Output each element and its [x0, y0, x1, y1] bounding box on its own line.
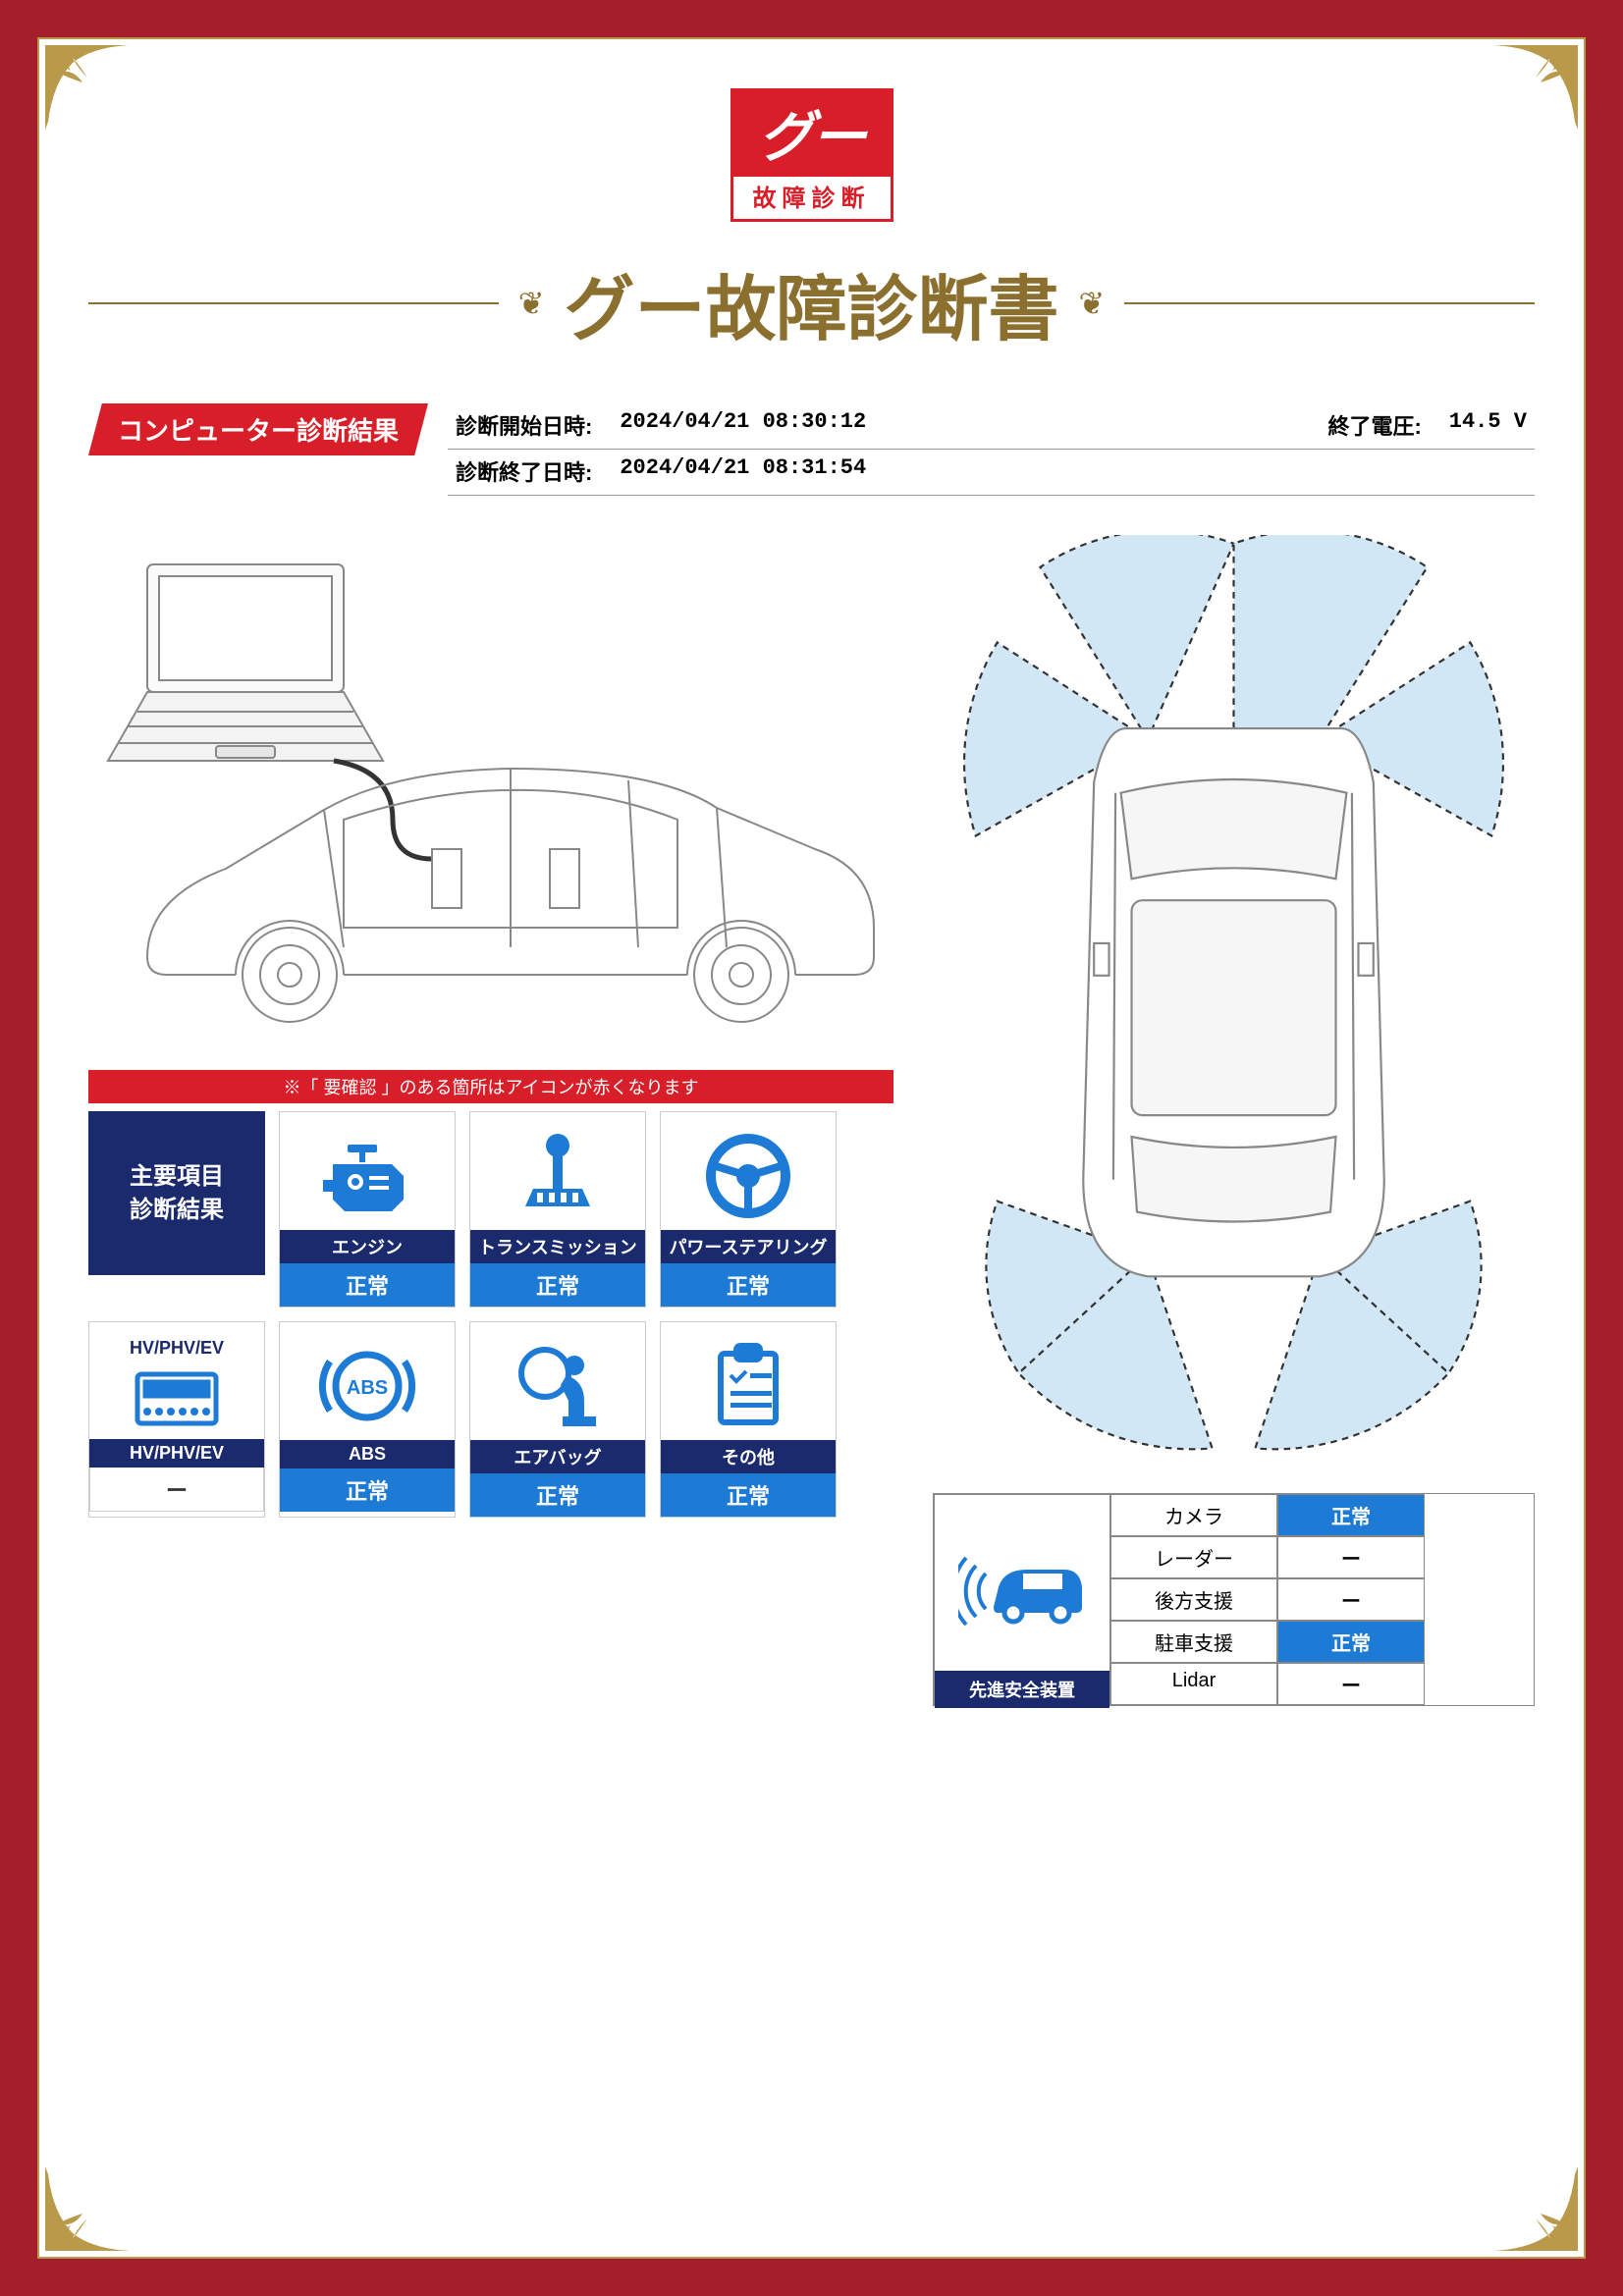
title-row: ❦ グー故障診断書 ❦ [88, 251, 1535, 354]
start-value: 2024/04/21 08:30:12 [620, 409, 866, 441]
steering-icon [704, 1122, 792, 1230]
card-label: その他 [661, 1440, 836, 1473]
corner-ornament-icon [43, 2164, 132, 2253]
logo-subtitle: 故障診断 [733, 177, 891, 219]
section-header: コンピューター診断結果 診断開始日時: 2024/04/21 08:30:12 … [88, 403, 1535, 496]
safety-row-name: レーダー [1110, 1536, 1277, 1578]
flourish-icon: ❦ [518, 285, 545, 322]
document-title: グー故障診断書 [565, 251, 1059, 354]
safety-row-status: ー [1277, 1578, 1425, 1621]
safety-row-name: カメラ [1110, 1494, 1277, 1536]
card-label: エンジン [280, 1230, 455, 1263]
engine-icon [318, 1122, 416, 1230]
safety-row-name: 駐車支援 [1110, 1621, 1277, 1663]
info-line: 診断開始日時: 2024/04/21 08:30:12 終了電圧: 14.5 V [448, 403, 1535, 450]
hv-text: HV/PHV/EV [130, 1332, 224, 1359]
section-tab: コンピューター診断結果 [88, 403, 428, 455]
outer-frame: グー 故障診断 ❦ グー故障診断書 ❦ コンピューター診断結果 診断開始日時: … [0, 0, 1623, 2296]
flourish-icon: ❦ [1079, 285, 1106, 322]
card-status: 正常 [661, 1263, 836, 1307]
safety-row-name: 後方支援 [1110, 1578, 1277, 1621]
card-label: HV/PHV/EV [89, 1439, 264, 1468]
card-status: 正常 [280, 1263, 455, 1307]
corner-ornament-icon [1491, 2164, 1580, 2253]
card-airbag: エアバッグ 正常 [469, 1321, 646, 1518]
note-bar: ※「 要確認 」のある箇所はアイコンが赤くなります [88, 1070, 893, 1103]
voltage-label: 終了電圧: [1327, 409, 1421, 441]
clipboard-icon [709, 1332, 787, 1440]
safety-row-status: ー [1277, 1536, 1425, 1578]
card-status: 正常 [661, 1473, 836, 1517]
corner-ornament-icon [43, 43, 132, 132]
card-transmission: トランスミッション 正常 [469, 1111, 646, 1308]
svg-text:ABS: ABS [347, 1377, 388, 1399]
transmission-icon [523, 1122, 592, 1230]
safety-icon-label: 先進安全装置 [935, 1671, 1109, 1708]
card-steering: パワーステアリング 正常 [660, 1111, 837, 1308]
header-card: 主要項目 診断結果 [88, 1111, 265, 1275]
safety-row-name: Lidar [1110, 1663, 1277, 1705]
battery-icon [128, 1359, 226, 1439]
info-line: 診断終了日時: 2024/04/21 08:31:54 [448, 450, 1535, 496]
safety-row-status: ー [1277, 1663, 1425, 1705]
safety-row-status: 正常 [1277, 1621, 1425, 1663]
logo-brand: グー [733, 91, 891, 177]
car-top-sensors-icon [933, 535, 1535, 1459]
car-laptop-diagram-icon [88, 535, 893, 1045]
card-hv: HV/PHV/EV HV/PHV/EV ー [88, 1321, 265, 1518]
card-label: ABS [280, 1440, 455, 1468]
card-label: パワーステアリング [661, 1230, 836, 1263]
start-label: 診断開始日時: [456, 409, 592, 441]
card-status: 正常 [470, 1473, 645, 1517]
card-engine: エンジン 正常 [279, 1111, 456, 1308]
abs-icon: ABS [318, 1332, 416, 1440]
card-status: 正常 [470, 1263, 645, 1307]
inner-frame: グー 故障診断 ❦ グー故障診断書 ❦ コンピューター診断結果 診断開始日時: … [37, 37, 1586, 2259]
safety-row-status: 正常 [1277, 1494, 1425, 1536]
corner-ornament-icon [1491, 43, 1580, 132]
voltage-value: 14.5 V [1449, 409, 1527, 441]
car-sensor-icon [958, 1501, 1086, 1671]
end-label: 診断終了日時: [456, 455, 592, 487]
diagnostic-grid: 主要項目 診断結果 エンジン 正常 トランスミッション [88, 1111, 893, 1518]
card-status: ー [89, 1468, 264, 1512]
card-abs: ABS ABS 正常 [279, 1321, 456, 1518]
card-status: 正常 [280, 1468, 455, 1512]
safety-table: 先進安全装置 カメラ 正常 レーダー ー 後方支援 ー 駐車支援 正常 Lida… [933, 1493, 1535, 1706]
airbag-icon [514, 1332, 602, 1440]
diagrams: ※「 要確認 」のある箇所はアイコンが赤くなります 主要項目 診断結果 エンジン… [88, 535, 1535, 1706]
safety-icon-cell: 先進安全装置 [934, 1494, 1110, 1705]
card-label: トランスミッション [470, 1230, 645, 1263]
logo: グー 故障診断 [88, 88, 1535, 222]
card-other: その他 正常 [660, 1321, 837, 1518]
end-value: 2024/04/21 08:31:54 [620, 455, 866, 487]
card-label: エアバッグ [470, 1440, 645, 1473]
